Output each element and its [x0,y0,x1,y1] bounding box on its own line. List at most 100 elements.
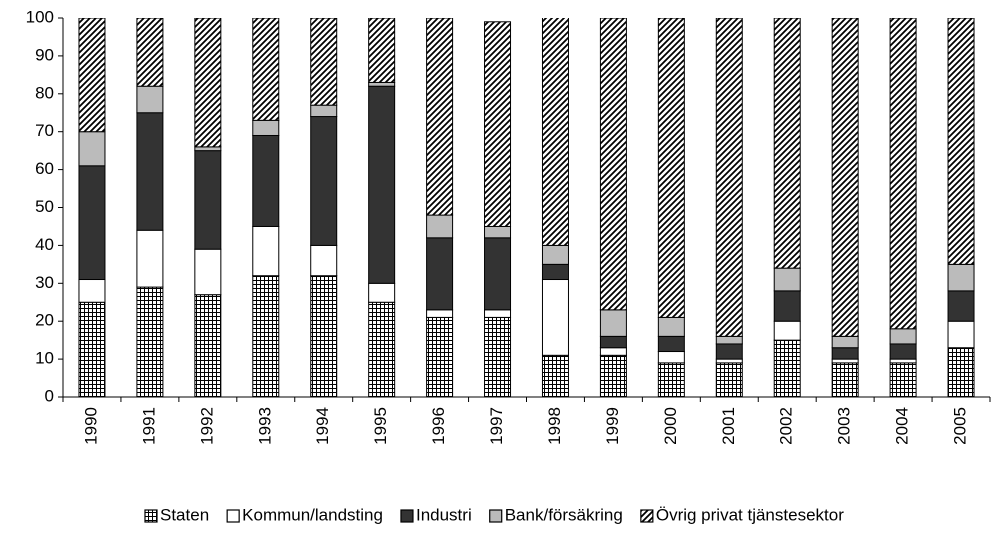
y-tick-label: 90 [35,45,54,64]
bar-segment [252,134,280,227]
bar-segment [541,244,569,265]
legend-label: Bank/försäkring [505,505,623,524]
bar-segment [484,309,512,318]
bar-segment [657,335,685,353]
legend-swatch [400,509,414,523]
bar-segment [368,81,396,87]
x-tick-label: 2000 [661,407,680,445]
bar-segment [889,328,917,345]
legend-swatch [640,509,654,523]
y-tick-label: 40 [35,235,54,254]
bar-segment [831,358,859,364]
bar-segment [831,18,859,337]
y-tick-label: 60 [35,159,54,178]
bar-segment [194,146,222,152]
bar-segment [194,248,222,296]
y-tick-label: 100 [26,7,54,26]
x-tick-label: 1991 [139,407,158,445]
y-tick-label: 50 [35,197,54,216]
bar-segment [426,316,454,398]
legend-label: Industri [416,505,472,524]
bar-segment [599,354,627,398]
bar-segment [426,18,454,216]
bar-segment [368,85,396,284]
bar-segment [252,275,280,398]
x-tick-label: 2005 [951,407,970,445]
bar-segment [599,309,627,337]
bar-segment [78,301,106,398]
x-tick-label: 2001 [719,407,738,445]
bar-segment [773,290,801,322]
x-tick-label: 1997 [487,407,506,445]
bar-segment [657,351,685,364]
bar-segment [310,116,338,246]
bar-segment [194,18,222,148]
legend-swatch [226,509,240,523]
bar-segment [136,85,164,114]
bar-segment [715,358,743,364]
bar-segment [599,335,627,349]
bar-segment [715,362,743,398]
legend-label: Övrig privat tjänstesektor [656,505,844,524]
bar-segment [773,18,801,269]
bar-segment [773,339,801,398]
y-tick-label: 30 [35,273,54,292]
bar-segment [368,301,396,398]
bar-segment [310,104,338,118]
x-tick-label: 1994 [313,407,332,445]
bar-segment [773,267,801,292]
bar-segment [889,358,917,364]
y-tick-label: 70 [35,121,54,140]
bar-segment [310,18,338,106]
x-tick-label: 2003 [835,407,854,445]
x-tick-label: 1995 [371,407,390,445]
bar-segment [368,282,396,303]
bar-segment [78,165,106,281]
bar-segment [194,294,222,398]
bar-segment [426,237,454,311]
bar-segment [310,244,338,277]
bar-segment [194,150,222,250]
bar-segment [947,290,975,322]
x-tick-label: 1999 [603,407,622,445]
x-tick-label: 1998 [545,407,564,445]
legend-swatch [489,509,503,523]
bar-segment [541,279,569,356]
bar-segment [484,225,512,239]
legend-label: Staten [160,505,209,524]
bar-segment [599,18,627,311]
bar-segment [831,362,859,398]
bar-segment [136,286,164,398]
bar-segment [831,347,859,360]
bar-segment [657,316,685,337]
x-tick-label: 2002 [777,407,796,445]
bar-segment [136,18,164,87]
x-tick-label: 1993 [255,407,274,445]
bar-segment [252,18,280,121]
bar-segment [889,18,917,330]
x-tick-label: 1996 [429,407,448,445]
bar-segment [426,309,454,318]
bar-segment [78,279,106,303]
bar-segment [78,131,106,167]
y-tick-label: 80 [35,83,54,102]
plot-area [78,18,975,398]
bar-segment [310,275,338,398]
bar-segment [541,18,569,246]
bar-segment [541,354,569,398]
bar-segment [947,347,975,398]
legend-label: Kommun/landsting [242,505,383,524]
y-tick-label: 10 [35,349,54,368]
bar-segment [715,343,743,360]
bar-segment [889,343,917,360]
bar-segment [715,335,743,345]
x-tick-label: 2004 [893,407,912,445]
legend-swatch [144,509,158,523]
bar-segment [136,112,164,231]
x-tick-label: 1992 [197,407,216,445]
bar-segment [368,18,396,83]
bar-segment [889,362,917,398]
y-tick-label: 20 [35,311,54,330]
bar-segment [136,229,164,288]
